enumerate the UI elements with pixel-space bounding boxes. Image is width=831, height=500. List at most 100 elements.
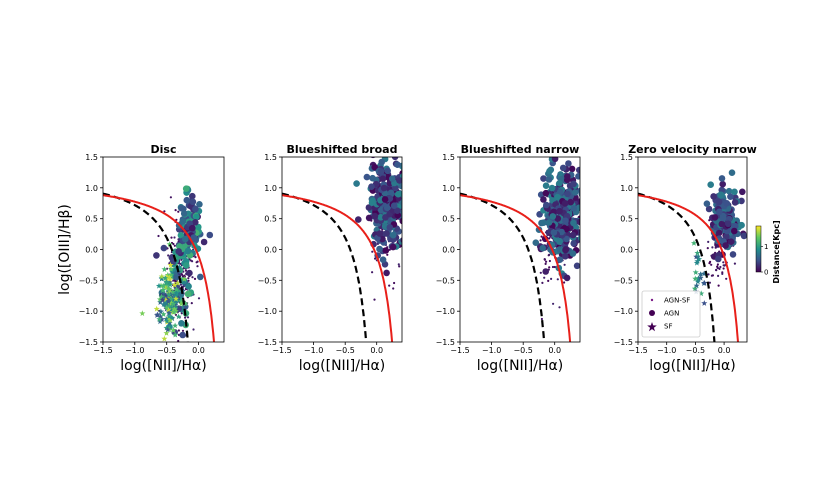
panel-disc: Disc −1.5 −1.0 −0.5 0.0 −1.5 −1.0 −0.5 0… — [57, 143, 225, 374]
agn-point — [400, 237, 402, 243]
sf-point — [160, 282, 167, 289]
agn-sf-point — [196, 265, 199, 268]
legend-label-agn-sf: AGN-SF — [664, 297, 690, 305]
agn-sf-point — [722, 267, 725, 270]
agn-sf-point — [563, 281, 566, 284]
colorbar-gradient — [755, 225, 762, 273]
legend-marker-agn-sf — [650, 298, 654, 302]
agn-point — [382, 247, 390, 254]
agn-sf-point — [393, 281, 396, 285]
agn-point — [394, 207, 401, 214]
agn-point — [400, 165, 402, 171]
y-tick-label: 1.5 — [264, 153, 277, 162]
sf-point — [165, 306, 172, 313]
agn-point — [380, 184, 388, 192]
agn-point — [546, 167, 553, 175]
y-tick-label: −1.0 — [614, 307, 633, 316]
agn-point — [577, 234, 580, 242]
agn-sf-point — [398, 265, 401, 268]
sf-point — [694, 249, 701, 256]
colorbar-label: Distance[Kpc] — [772, 220, 781, 283]
agn-sf-point — [184, 316, 187, 319]
agn-sf-point — [193, 277, 197, 280]
agn-sf-point — [392, 287, 395, 290]
agn-point — [563, 235, 570, 243]
agn-sf-point — [177, 210, 180, 213]
agn-point — [545, 219, 553, 226]
kewley-demarcation-line — [638, 194, 739, 342]
agn-point — [556, 256, 564, 264]
agn-point — [587, 211, 594, 218]
agn-point — [405, 178, 412, 185]
x-tick-label: −1.5 — [272, 346, 291, 355]
x-tick-label: −1.0 — [125, 346, 144, 355]
sf-point — [170, 291, 177, 298]
colorbar: 0 1 Distance[Kpc] — [755, 220, 781, 284]
kauffmann-demarcation-line — [460, 192, 546, 342]
agn-sf-point — [397, 263, 400, 266]
agn-sf-point — [710, 263, 713, 266]
agn-point — [540, 175, 547, 182]
x-axis-ticks: −1.5 −1.0 −0.5 0.0 — [628, 342, 730, 355]
agn-point — [556, 188, 564, 196]
y-tick-label: −1.5 — [436, 338, 455, 347]
agn-point — [365, 204, 373, 211]
agn-point — [177, 232, 185, 239]
agn-point — [716, 208, 723, 216]
agn-point — [577, 187, 580, 194]
agn-point — [564, 190, 571, 198]
panel-blueshifted-broad: Blueshifted broad −1.5 −1.0 −0.5 0.0 −1.… — [258, 143, 412, 374]
sf-point — [169, 288, 176, 295]
sf-point — [692, 275, 699, 282]
x-axis-ticks: −1.5 −1.0 −0.5 0.0 — [93, 342, 205, 355]
y-tick-label: 0.5 — [442, 215, 455, 224]
agn-sf-point — [718, 267, 721, 270]
agn-point — [584, 237, 591, 244]
agn-point — [567, 198, 574, 206]
sf-point — [172, 288, 179, 295]
agn-point — [383, 204, 391, 212]
agn-point — [394, 161, 401, 168]
sf-point — [162, 296, 169, 303]
agn-point — [570, 219, 577, 227]
agn-point — [562, 246, 569, 254]
agn-point — [561, 200, 569, 207]
agn-point — [182, 185, 190, 192]
sf-point — [697, 274, 704, 281]
agn-point — [723, 233, 730, 240]
agn-sf-point — [173, 244, 176, 247]
agn-sf-point — [190, 302, 193, 305]
x-tick-label: 0.0 — [192, 346, 205, 355]
sf-point — [171, 281, 178, 288]
sf-point — [160, 286, 167, 293]
x-tick-label: −1.5 — [93, 346, 112, 355]
sf-point — [694, 258, 701, 264]
y-tick-label: 0.5 — [620, 215, 633, 224]
agn-point — [402, 181, 409, 188]
agn-point — [384, 167, 392, 175]
y-tick-label: −0.5 — [258, 276, 277, 285]
agn-sf-point — [550, 277, 553, 280]
sf-point — [161, 266, 168, 272]
agn-sf-point — [540, 235, 543, 238]
agn-sf-point — [184, 269, 187, 272]
agn-sf-point — [539, 271, 542, 274]
agn-point — [556, 237, 563, 245]
agn-sf-point — [371, 250, 374, 253]
agn-point — [197, 273, 204, 281]
agn-sf-point — [388, 284, 391, 287]
agn-point — [571, 133, 578, 140]
legend-marker-agn — [649, 310, 655, 316]
sf-point — [166, 241, 173, 247]
y-tick-label: −1.0 — [258, 307, 277, 316]
agn-point — [401, 212, 402, 216]
y-tick-label: 1.5 — [85, 153, 98, 162]
agn-point — [545, 176, 553, 183]
agn-point — [379, 256, 387, 264]
sf-point — [161, 295, 168, 302]
kewley-demarcation-line — [460, 194, 572, 342]
agn-point — [564, 173, 571, 180]
sf-point — [160, 301, 167, 307]
agn-sf-point — [167, 254, 170, 257]
sf-point — [166, 320, 173, 326]
